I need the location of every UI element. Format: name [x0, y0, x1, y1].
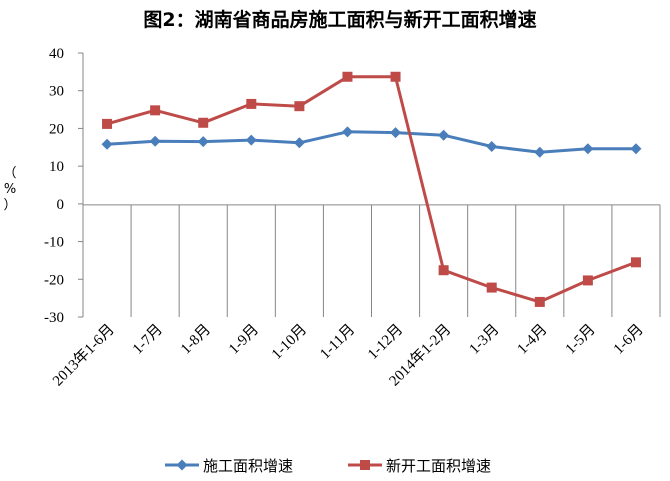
series-point-2 [102, 118, 113, 129]
series-point-1 [341, 126, 353, 138]
series-point-2 [294, 101, 305, 112]
y-tick-label: 10 [49, 159, 64, 175]
series-point-2 [150, 105, 161, 116]
y-tick-label: -20 [44, 272, 64, 288]
series-point-1 [149, 135, 161, 147]
legend-marker-1 [176, 459, 188, 471]
series-point-2 [390, 71, 401, 82]
y-tick-label: -10 [44, 235, 64, 251]
y-tick-label: -30 [44, 310, 64, 326]
x-tick-label: 1-5月 [563, 322, 599, 358]
x-tick-label: 1-4月 [515, 322, 551, 358]
x-tick-label: 1-10月 [269, 322, 310, 363]
y-tick-label: 20 [49, 121, 64, 137]
y-axis-label: （%） [3, 166, 16, 213]
chart-title: 图2：湖南省商品房施工面积与新开工面积增速 [143, 8, 536, 31]
y-axis-label-char: % [4, 182, 16, 197]
x-axis-ticks [82, 204, 661, 317]
series-point-1 [582, 143, 594, 155]
y-tick-label: 0 [57, 197, 65, 213]
series-point-2 [534, 296, 545, 307]
y-tick-label: 30 [49, 84, 64, 100]
series-point-1 [534, 146, 546, 158]
series-point-1 [293, 137, 305, 149]
x-tick-label: 1-12月 [365, 322, 406, 363]
series-point-1 [486, 141, 498, 153]
series-point-2 [342, 71, 353, 82]
series-point-2 [438, 265, 449, 276]
legend-label-1: 施工面积增速 [203, 457, 293, 475]
x-tick-label: 1-8月 [178, 322, 214, 358]
series-group [101, 71, 642, 307]
x-tick-label: 1-7月 [130, 322, 166, 358]
series-point-2 [198, 117, 209, 128]
series-point-1 [630, 143, 642, 155]
series-point-2 [630, 257, 641, 268]
series-point-1 [245, 134, 257, 146]
x-axis-labels: 2013年1-6月 1-7月 1-8月 1-9月 1-10月 1-11月 1-12月2014… [49, 321, 647, 390]
series-line-1 [106, 130, 636, 154]
series-point-1 [438, 129, 450, 141]
series-point-1 [197, 136, 209, 148]
y-tick-label: 40 [49, 46, 64, 62]
y-axis-ticks: 40 30 20 10 0 -10 -20 -30 [44, 46, 83, 326]
x-tick-label: 1-11月 [317, 322, 358, 363]
series-point-2 [486, 282, 497, 293]
series-point-2 [582, 275, 593, 286]
x-tick-label: 1-6月 [611, 322, 647, 358]
x-tick-label: 1-9月 [226, 322, 262, 358]
series-point-1 [390, 127, 402, 139]
legend-label-2: 新开工面积增速 [386, 457, 491, 475]
legend: 施工面积增速 新开工面积增速 [165, 457, 491, 475]
y-axis-label-char: ） [3, 198, 16, 213]
series-point-2 [246, 98, 257, 109]
x-tick-label: 1-3月 [466, 322, 502, 358]
series-line-2 [106, 75, 637, 304]
legend-marker-2 [360, 460, 370, 470]
series-point-1 [101, 138, 113, 150]
y-axis-label-char: （ [3, 166, 16, 181]
x-tick-label: 2013年1-6月 [49, 321, 118, 390]
